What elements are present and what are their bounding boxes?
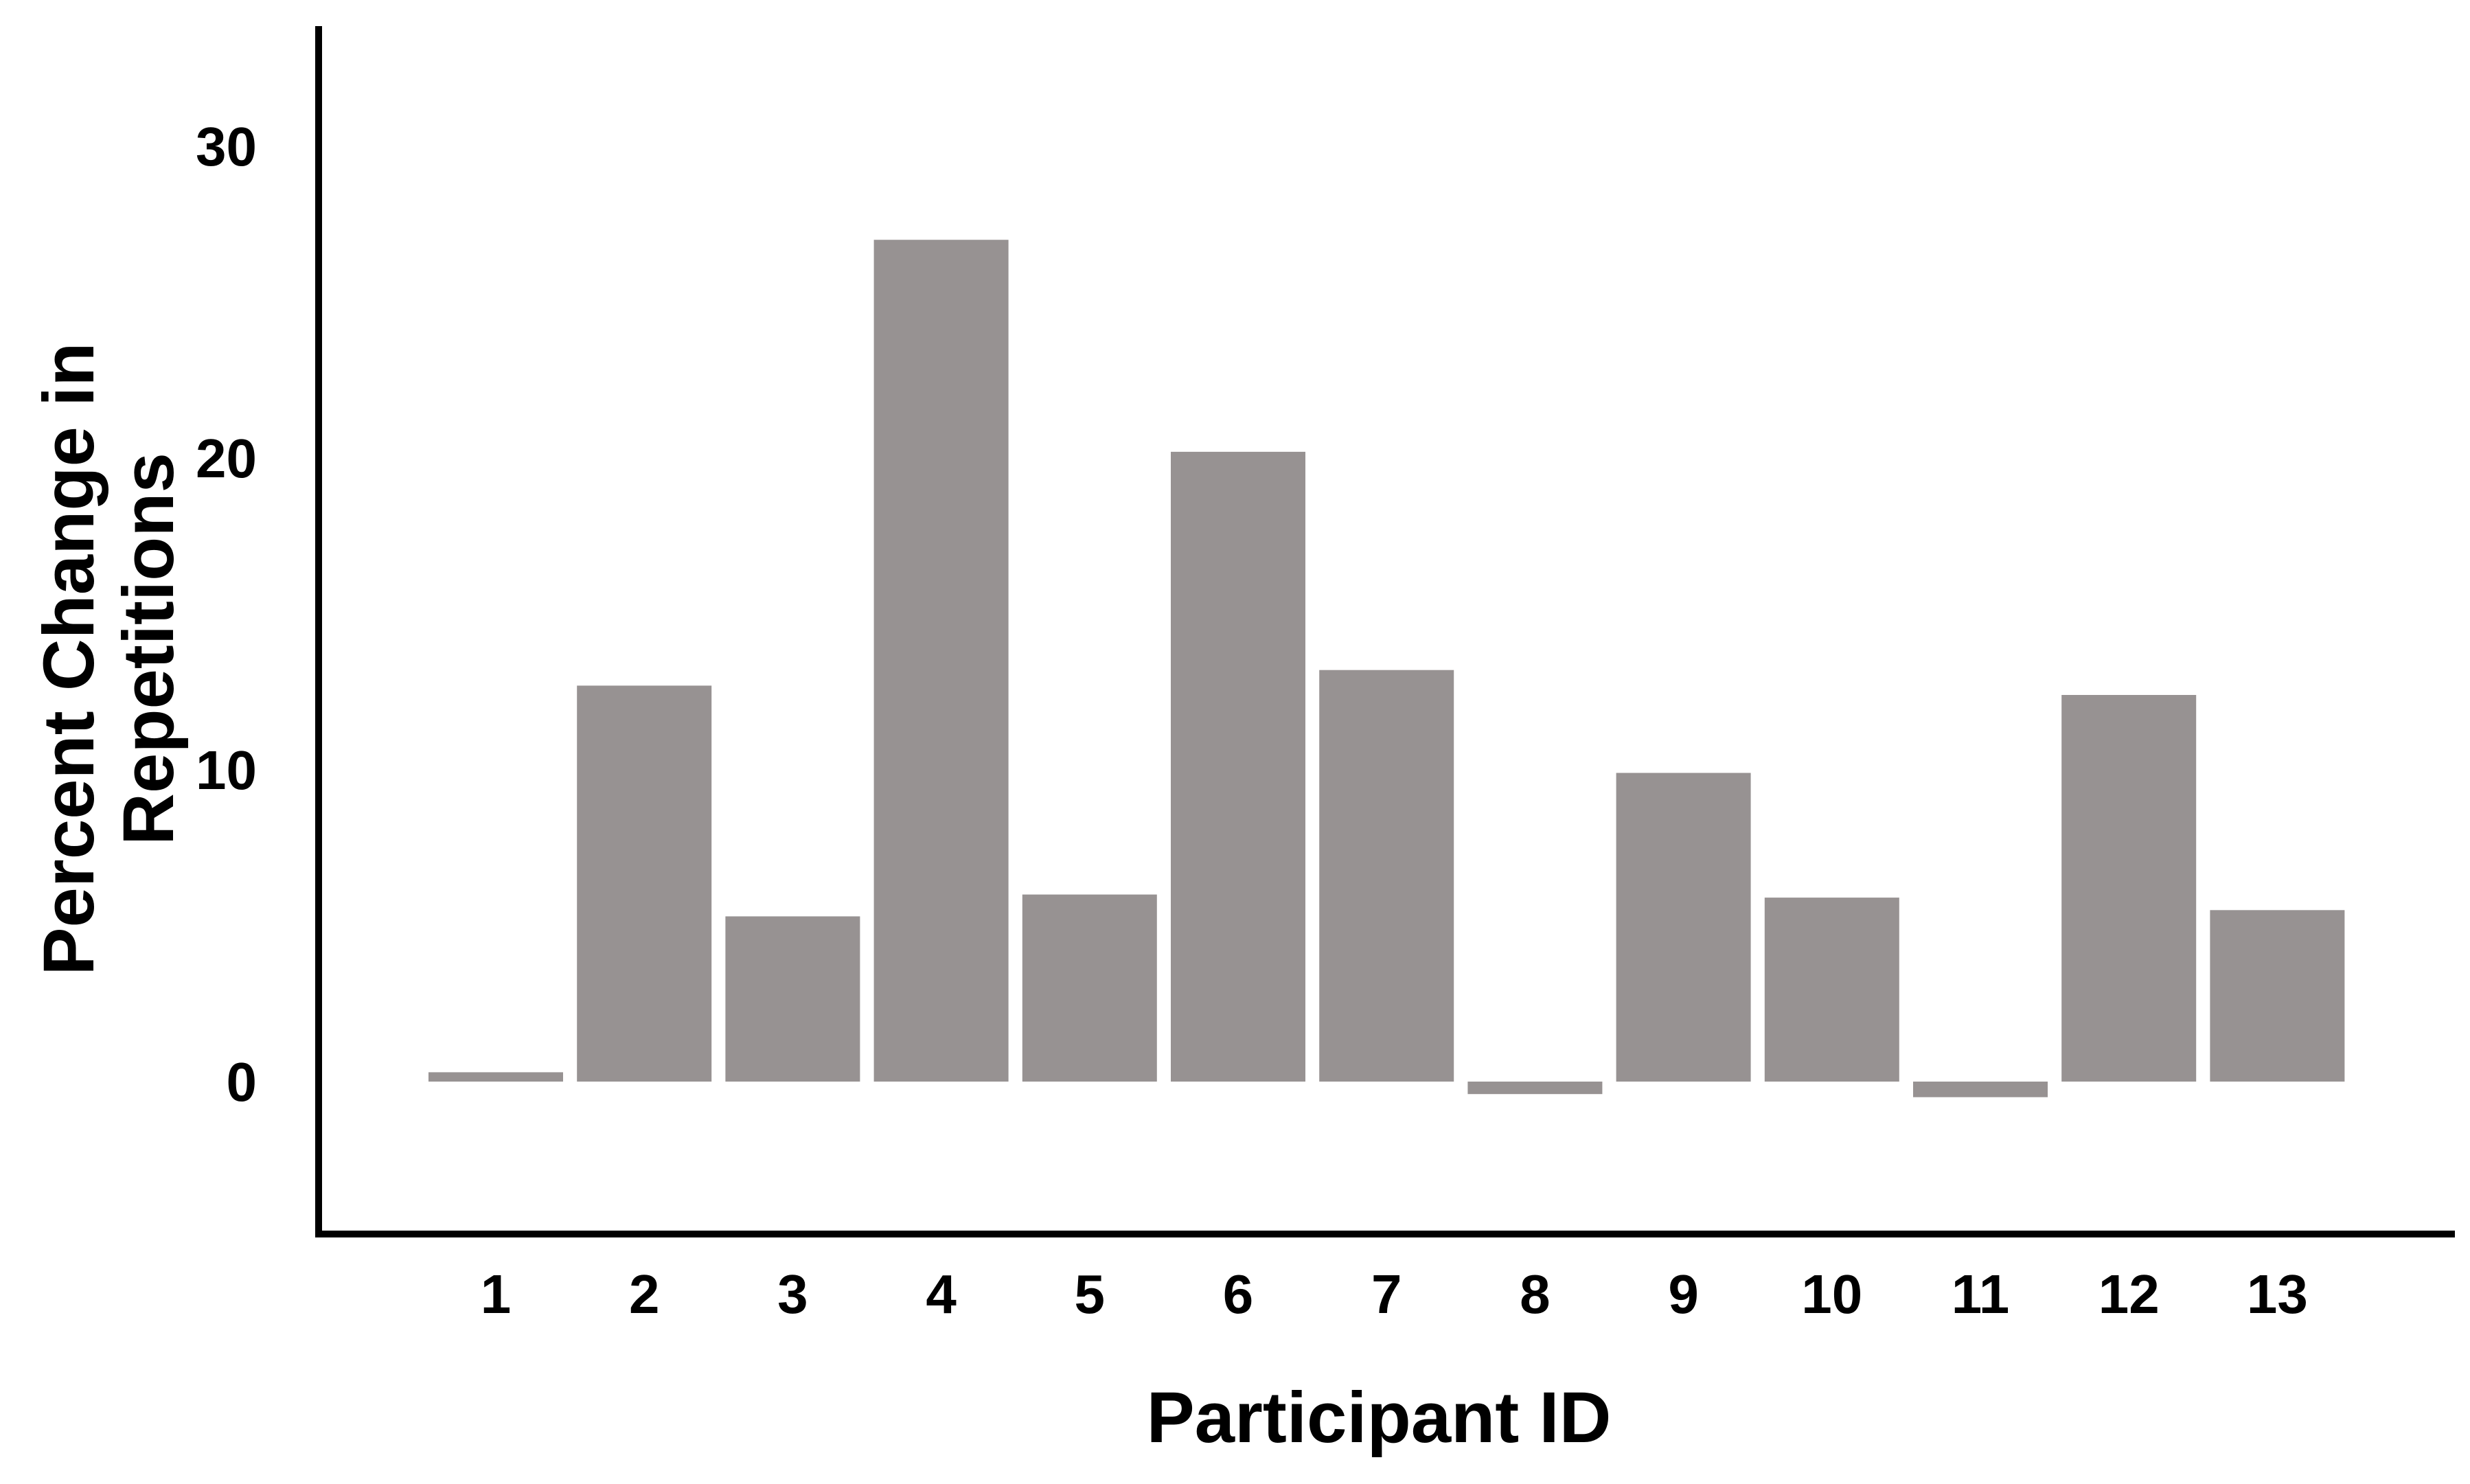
x-tick-label-4: 4 [926,1264,957,1325]
x-tick-label-7: 7 [1371,1264,1402,1325]
y-axis-title-line-2: Repetitions [108,453,189,845]
x-tick-label-8: 8 [1520,1264,1551,1325]
y-tick-label-10: 10 [196,740,257,801]
bar-participant-10 [1764,898,1899,1082]
x-tick-labels: 1 2 3 4 5 6 7 8 9 10 11 12 13 [481,1264,2308,1325]
bar-participant-5 [1022,894,1157,1082]
y-tick-label-30: 30 [196,116,257,177]
x-axis-title: Participant ID [1147,1378,1612,1458]
x-tick-label-12: 12 [2099,1264,2160,1325]
y-tick-label-20: 20 [196,428,257,489]
bar-participant-9 [1616,773,1751,1082]
bar-participant-4 [873,240,1009,1082]
bar-participant-11 [1913,1082,2048,1097]
bar-participant-1 [428,1072,563,1082]
y-axis-title: Percent Change in Repetitions [29,322,189,975]
x-tick-label-1: 1 [481,1264,512,1325]
bar-participant-6 [1171,451,1305,1082]
x-tick-label-13: 13 [2247,1264,2308,1325]
x-tick-label-3: 3 [777,1264,808,1325]
y-tick-labels: 0 10 20 30 [196,116,257,1112]
bar-participant-13 [2210,910,2345,1082]
x-tick-label-10: 10 [1801,1264,1862,1325]
bar-participant-12 [2061,695,2197,1082]
x-tick-label-11: 11 [1952,1264,2010,1325]
bar-participant-2 [577,685,712,1082]
x-tick-label-2: 2 [629,1264,660,1325]
x-tick-label-5: 5 [1075,1264,1106,1325]
y-axis-title-line-1: Percent Change in [29,343,109,976]
bar-participant-3 [725,916,860,1082]
bar-participant-7 [1319,670,1454,1082]
x-tick-label-9: 9 [1668,1264,1699,1325]
x-tick-label-6: 6 [1223,1264,1254,1325]
y-tick-label-0: 0 [227,1051,258,1112]
bar-participant-8 [1467,1082,1603,1095]
bars-group [428,240,2345,1097]
